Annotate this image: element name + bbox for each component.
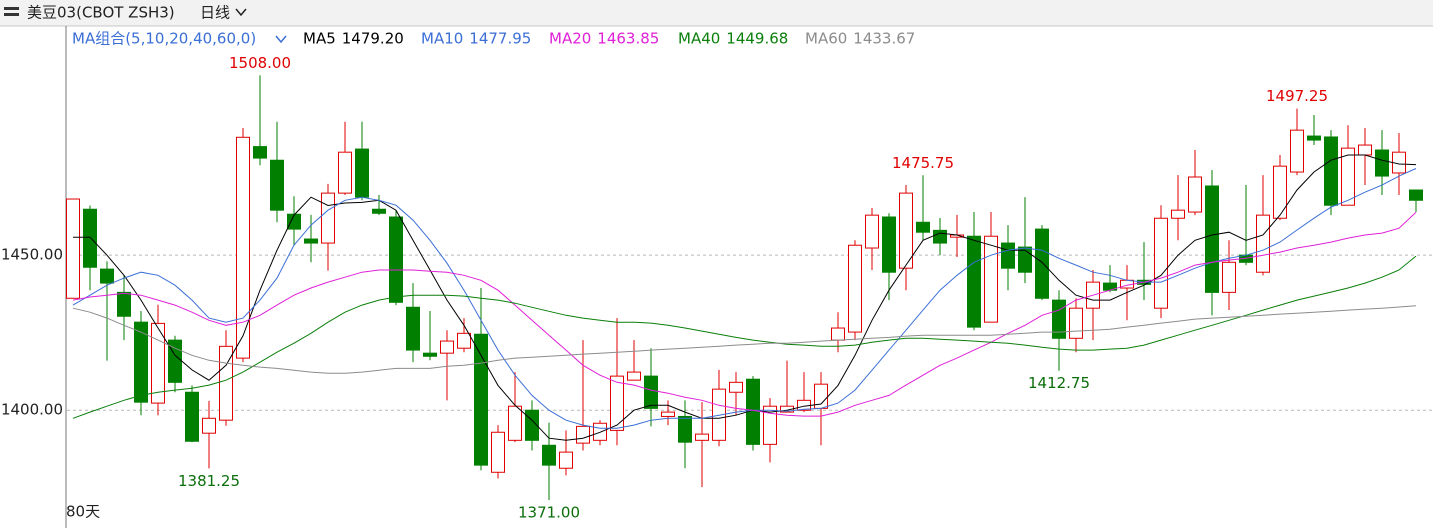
candle-body: [882, 216, 896, 273]
candle-body: [117, 291, 131, 317]
candle-body: [253, 146, 267, 159]
candle-body: [1171, 209, 1185, 219]
extreme-label: 1475.75: [892, 154, 954, 172]
indicator-selector[interactable]: MA组合(5,10,20,40,60,0): [72, 30, 256, 48]
candle-body: [763, 405, 777, 445]
candle-body: [1341, 147, 1355, 206]
candle-body: [933, 229, 947, 244]
candle-body: [831, 327, 845, 341]
candle-body: [100, 268, 114, 284]
candle-body: [219, 345, 233, 421]
candle-body: [134, 321, 148, 403]
candle-body: [899, 192, 913, 269]
candle-body: [372, 208, 386, 214]
candle-body: [1409, 189, 1423, 201]
candle-body: [457, 332, 471, 349]
candle-body: [66, 198, 80, 299]
extreme-label: 1412.75: [1028, 374, 1090, 392]
candle-body: [440, 340, 454, 354]
legend-name: MA10: [421, 30, 463, 48]
candle-body: [406, 306, 420, 351]
candle-body: [661, 411, 675, 417]
candle-body: [1154, 217, 1168, 309]
candle-body: [695, 433, 709, 441]
ma-line: [72, 211, 1417, 417]
candle-body: [236, 136, 250, 359]
candle-body: [1375, 149, 1389, 177]
candle-body: [1035, 228, 1049, 299]
candle-body: [1018, 246, 1032, 273]
extreme-label: 1371.00: [518, 504, 580, 522]
candle-body: [1188, 176, 1202, 213]
candle-body: [678, 415, 692, 443]
candle-body: [576, 425, 590, 444]
menu-icon[interactable]: [4, 7, 19, 16]
extreme-label: 1497.25: [1266, 87, 1328, 105]
ma-line: [72, 305, 1417, 374]
candle-body: [1324, 136, 1338, 206]
candle-body: [1069, 307, 1083, 339]
legend-value: 1477.95: [469, 30, 531, 48]
candle-body: [151, 322, 165, 404]
legend-name: MA60: [805, 30, 847, 48]
legend-value: 1479.20: [342, 30, 404, 48]
candle-body: [389, 216, 403, 303]
candle-body: [185, 391, 199, 442]
period-count: 80天: [66, 503, 100, 521]
candle-body: [491, 431, 505, 473]
indicator-chevron[interactable]: [275, 35, 287, 44]
legend-value: 1449.68: [726, 30, 788, 48]
candle-body: [1358, 144, 1372, 156]
candle-body: [1052, 299, 1066, 339]
candle-body: [967, 235, 981, 328]
legend-name: MA20: [549, 30, 591, 48]
ma-line: [72, 168, 1417, 429]
candle-body: [508, 405, 522, 441]
candle-body: [1222, 261, 1236, 293]
legend-name: MA40: [678, 30, 720, 48]
candle-body: [202, 417, 216, 434]
candle-body: [984, 235, 998, 323]
candle-body: [1001, 242, 1015, 269]
extreme-label: 1381.25: [178, 472, 240, 490]
candle-body: [423, 352, 437, 357]
period-selector[interactable]: 日线: [200, 4, 230, 22]
extreme-label: 1508.00: [229, 54, 291, 72]
candles: [66, 75, 1423, 501]
candle-body: [338, 151, 352, 194]
candle-body: [865, 214, 879, 249]
ma-line: [73, 154, 1417, 441]
menu-icon-bar: [4, 7, 19, 10]
candle-body: [1273, 165, 1287, 219]
y-tick-label: 1400.00: [1, 401, 63, 419]
candle-body: [848, 244, 862, 333]
candle-body: [916, 221, 930, 233]
period-chevron[interactable]: [235, 8, 247, 17]
candle-body: [304, 238, 318, 244]
ma-line: [72, 255, 1417, 419]
instrument-title[interactable]: 美豆03(CBOT ZSH3): [27, 4, 175, 22]
candle-body: [729, 381, 743, 393]
candle-body: [644, 375, 658, 409]
candle-body: [1307, 135, 1321, 141]
candle-body: [1256, 214, 1270, 273]
candle-body: [287, 213, 301, 230]
candle-body: [559, 451, 573, 469]
y-tick-label: 1450.00: [1, 246, 63, 264]
candle-body: [321, 192, 335, 244]
legend-name: MA5: [303, 30, 336, 48]
candle-body: [1290, 129, 1304, 173]
candle-body: [627, 371, 641, 381]
candle-body: [355, 148, 369, 198]
candle-body: [542, 444, 556, 466]
legend-value: 1433.67: [853, 30, 915, 48]
candle-body: [270, 159, 284, 211]
candle-body: [474, 333, 488, 466]
candle-body: [1205, 185, 1219, 293]
candle-body: [610, 375, 624, 431]
candle-body: [83, 208, 97, 268]
legend-value: 1463.85: [597, 30, 659, 48]
menu-icon-bar: [4, 13, 19, 16]
